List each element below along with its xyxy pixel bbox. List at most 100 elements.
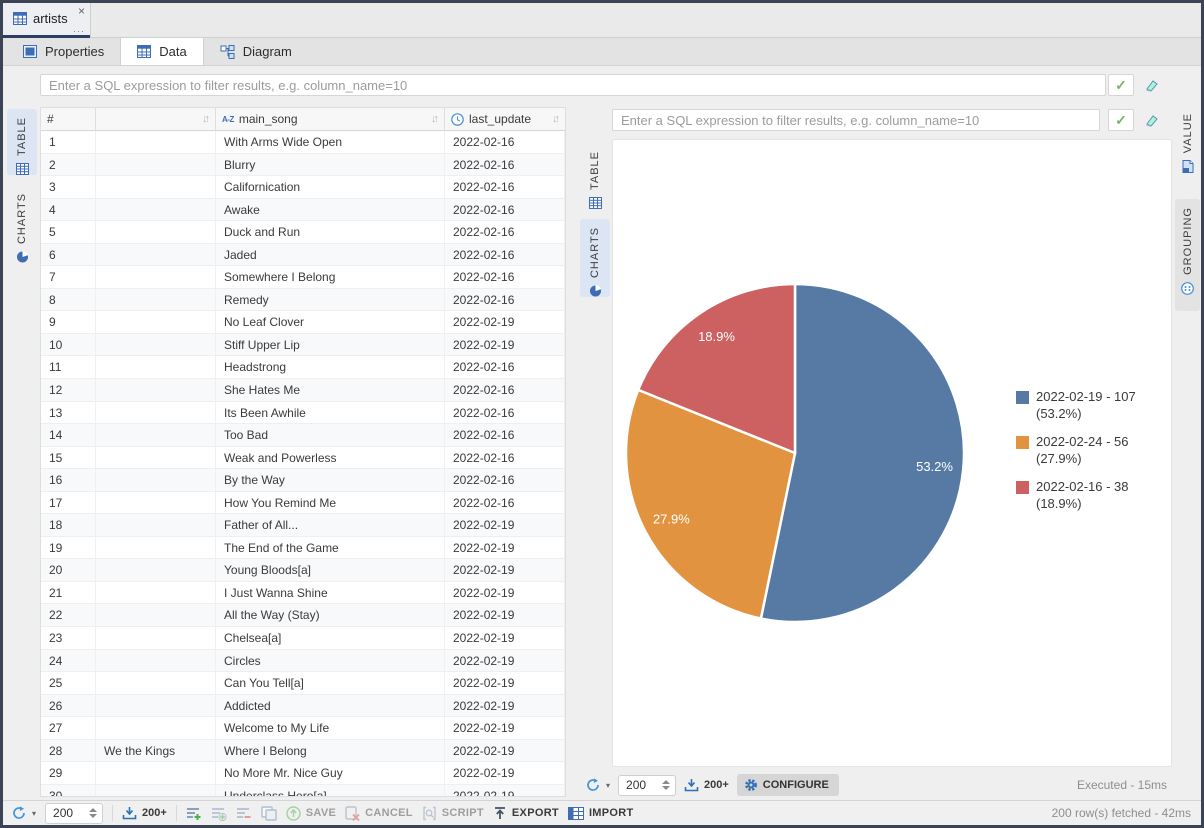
grid-cell[interactable]: Young Bloods[a] xyxy=(216,559,445,581)
grid-cell[interactable]: 11 xyxy=(41,356,96,379)
grid-cell[interactable]: Awake xyxy=(216,198,445,221)
grid-cell[interactable]: 2022-02-16 xyxy=(445,198,565,221)
import-button[interactable]: IMPORT xyxy=(567,806,634,820)
duplicate-row-button[interactable] xyxy=(211,806,227,821)
grid-cell[interactable]: 27 xyxy=(41,717,96,739)
grid-cell[interactable]: 2022-02-19 xyxy=(445,649,565,672)
add-row-button[interactable] xyxy=(186,806,202,821)
grid-cell[interactable]: 2022-02-19 xyxy=(445,333,565,356)
sql-filter-input[interactable] xyxy=(40,74,1106,96)
grid-cell[interactable]: 2022-02-19 xyxy=(445,694,565,717)
pie-chart[interactable]: 53.2% 27.9% 18.9% xyxy=(613,140,1171,766)
grid-cell[interactable]: 2022-02-19 xyxy=(445,784,565,796)
grid-cell[interactable]: Where I Belong xyxy=(216,739,445,762)
pie-slice-2022-02-24[interactable] xyxy=(624,388,797,621)
grid-cell[interactable]: 4 xyxy=(41,198,96,221)
grid-cell[interactable]: 2022-02-16 xyxy=(445,266,565,288)
grid-cell[interactable] xyxy=(96,672,216,694)
grid-cell[interactable]: Father of All... xyxy=(216,514,445,536)
grid-cell[interactable]: No More Mr. Nice Guy xyxy=(216,762,445,784)
grid-cell[interactable]: 12 xyxy=(41,379,96,401)
copy-grid-button[interactable] xyxy=(261,805,277,821)
grid-cell[interactable]: All the Way (Stay) xyxy=(216,604,445,627)
grid-cell[interactable]: 20 xyxy=(41,559,96,581)
grid-cell[interactable]: 2022-02-16 xyxy=(445,469,565,491)
grid-cell[interactable]: 2022-02-16 xyxy=(445,176,565,198)
grid-cell[interactable]: Its Been Awhile xyxy=(216,401,445,424)
grid-cell[interactable]: 2022-02-16 xyxy=(445,243,565,266)
grid-cell[interactable]: 6 xyxy=(41,243,96,266)
grid-cell[interactable]: 3 xyxy=(41,176,96,198)
grid-cell[interactable]: 2022-02-16 xyxy=(445,288,565,311)
grid-cell[interactable]: 23 xyxy=(41,627,96,649)
grid-cell[interactable]: Too Bad xyxy=(216,424,445,446)
grid-cell[interactable]: 2022-02-19 xyxy=(445,717,565,739)
grid-cell[interactable]: 19 xyxy=(41,536,96,559)
tab-diagram[interactable]: Diagram xyxy=(204,38,308,65)
grid-cell[interactable] xyxy=(96,559,216,581)
grid-cell[interactable]: Californication xyxy=(216,176,445,198)
grid-cell[interactable]: Welcome to My Life xyxy=(216,717,445,739)
sort-icon[interactable]: ↓↑ xyxy=(202,113,210,125)
refresh-button[interactable]: ▾ xyxy=(585,777,610,793)
grid-cell[interactable]: 7 xyxy=(41,266,96,288)
grid-cell[interactable] xyxy=(96,514,216,536)
grid-cell[interactable]: Weak and Powerless xyxy=(216,446,445,469)
grid-cell[interactable]: 2022-02-16 xyxy=(445,491,565,514)
grid-cell[interactable]: She Hates Me xyxy=(216,379,445,401)
grid-cell[interactable] xyxy=(96,243,216,266)
grid-cell[interactable]: 1 xyxy=(41,131,96,153)
grid-cell[interactable] xyxy=(96,333,216,356)
grid-cell[interactable] xyxy=(96,694,216,717)
spinner-buttons[interactable] xyxy=(86,808,102,818)
legend-entry[interactable]: 2022-02-16 - 38 (18.9%) xyxy=(1016,478,1136,512)
grid-cell[interactable]: 16 xyxy=(41,469,96,491)
grid-cell[interactable]: 2022-02-16 xyxy=(445,131,565,153)
grid-cell[interactable] xyxy=(96,311,216,333)
grid-cell[interactable]: 26 xyxy=(41,694,96,717)
grid-cell[interactable]: 9 xyxy=(41,311,96,333)
tab-properties[interactable]: Properties xyxy=(7,38,120,65)
script-button[interactable]: SCRIPT xyxy=(422,806,484,821)
fetch-more-button[interactable]: 200+ xyxy=(684,778,729,792)
grid-cell[interactable]: Headstrong xyxy=(216,356,445,379)
grid-cell[interactable]: 2022-02-16 xyxy=(445,221,565,243)
grid-cell[interactable]: Addicted xyxy=(216,694,445,717)
grid-cell[interactable] xyxy=(96,176,216,198)
column-header-main-song[interactable]: A-Z main_song ↓↑ xyxy=(216,108,445,130)
grid-cell[interactable] xyxy=(96,627,216,649)
grid-cell[interactable] xyxy=(96,266,216,288)
cancel-button[interactable]: CANCEL xyxy=(345,805,413,821)
grid-cell[interactable] xyxy=(96,379,216,401)
apply-grouping-filter-button[interactable]: ✓ xyxy=(1108,109,1134,131)
grid-cell[interactable]: 2022-02-19 xyxy=(445,536,565,559)
fetch-size-input[interactable]: 200 xyxy=(45,802,104,824)
grid-cell[interactable]: We the Kings xyxy=(96,739,216,762)
presentation-tab-table[interactable]: TABLE xyxy=(7,109,37,175)
grid-cell[interactable]: Remedy xyxy=(216,288,445,311)
grid-cell[interactable]: Circles xyxy=(216,649,445,672)
grid-cell[interactable]: Underclass Hero[a] xyxy=(216,784,445,796)
clear-grouping-filter-button[interactable] xyxy=(1140,110,1160,130)
grid-cell[interactable]: 2022-02-19 xyxy=(445,581,565,604)
apply-filter-button[interactable]: ✓ xyxy=(1108,74,1134,96)
grid-cell[interactable]: 15 xyxy=(41,446,96,469)
grid-cell[interactable]: 2022-02-16 xyxy=(445,446,565,469)
sort-icon[interactable]: ↓↑ xyxy=(552,113,560,125)
configure-button[interactable]: CONFIGURE xyxy=(736,774,839,796)
grid-cell[interactable] xyxy=(96,784,216,796)
grid-cell[interactable]: 17 xyxy=(41,491,96,514)
grid-cell[interactable]: 28 xyxy=(41,739,96,762)
grid-cell[interactable]: By the Way xyxy=(216,469,445,491)
grid-cell[interactable]: 2 xyxy=(41,153,96,176)
delete-row-button[interactable] xyxy=(236,806,252,821)
column-header-last-update[interactable]: last_update ↓↑ xyxy=(445,108,565,130)
grid-cell[interactable]: 2022-02-19 xyxy=(445,672,565,694)
grid-cell[interactable] xyxy=(96,356,216,379)
pie-slice-2022-02-19[interactable] xyxy=(759,282,966,624)
grid-cell[interactable]: 5 xyxy=(41,221,96,243)
legend-entry[interactable]: 2022-02-24 - 56 (27.9%) xyxy=(1016,433,1136,467)
grid-cell[interactable] xyxy=(96,131,216,153)
grid-cell[interactable] xyxy=(96,221,216,243)
grid-cell[interactable]: 18 xyxy=(41,514,96,536)
